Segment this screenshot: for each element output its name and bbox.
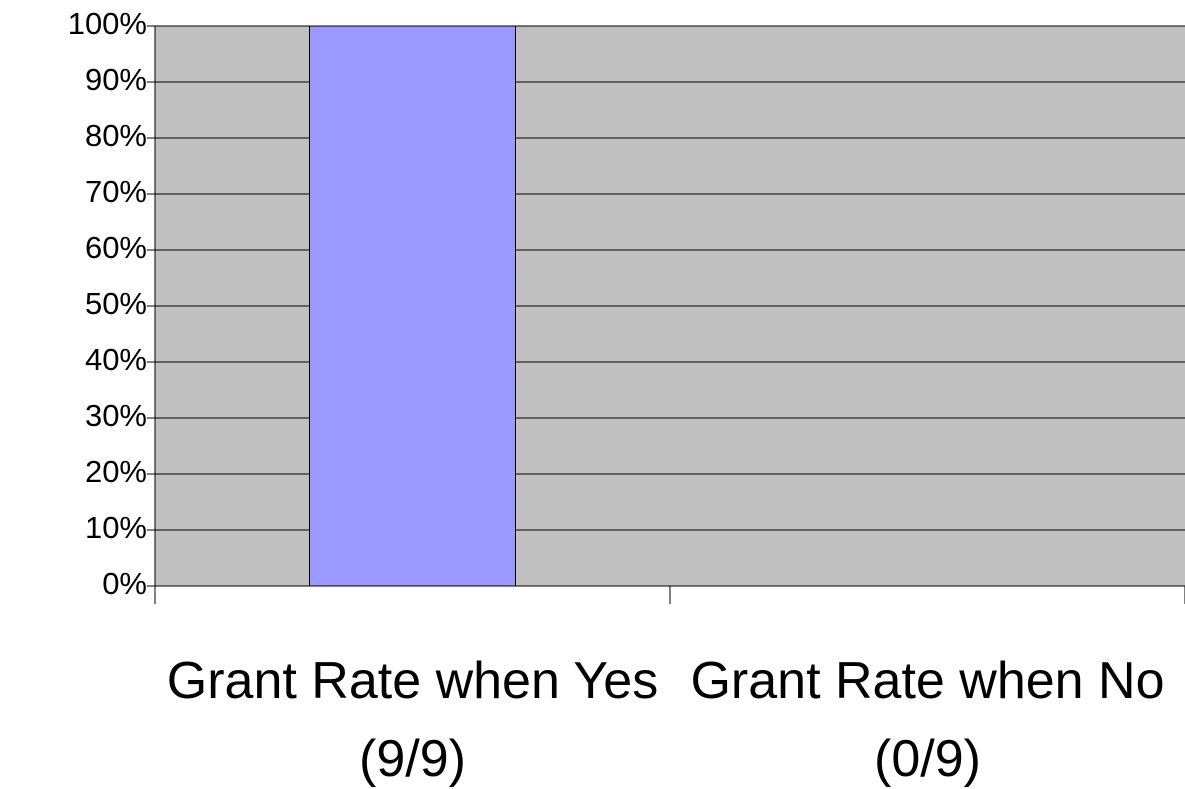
x-tick-label: Grant Rate when Yes (9/9) (167, 652, 658, 788)
y-tick-label: 70% (85, 174, 147, 209)
y-tick-label: 40% (85, 342, 147, 377)
y-tick-label: 30% (85, 398, 147, 433)
x-tick-label: Grant Rate when No (0/9) (690, 652, 1164, 788)
y-tick-label: 60% (85, 230, 147, 265)
y-tick-label: 100% (68, 6, 147, 41)
y-tick-label: 0% (102, 566, 147, 601)
y-tick-label: 10% (85, 510, 147, 545)
y-tick-label: 90% (85, 62, 147, 97)
bar (309, 25, 516, 587)
y-tick-label: 50% (85, 286, 147, 321)
y-tick-label: 20% (85, 454, 147, 489)
y-tick-label: 80% (85, 118, 147, 153)
